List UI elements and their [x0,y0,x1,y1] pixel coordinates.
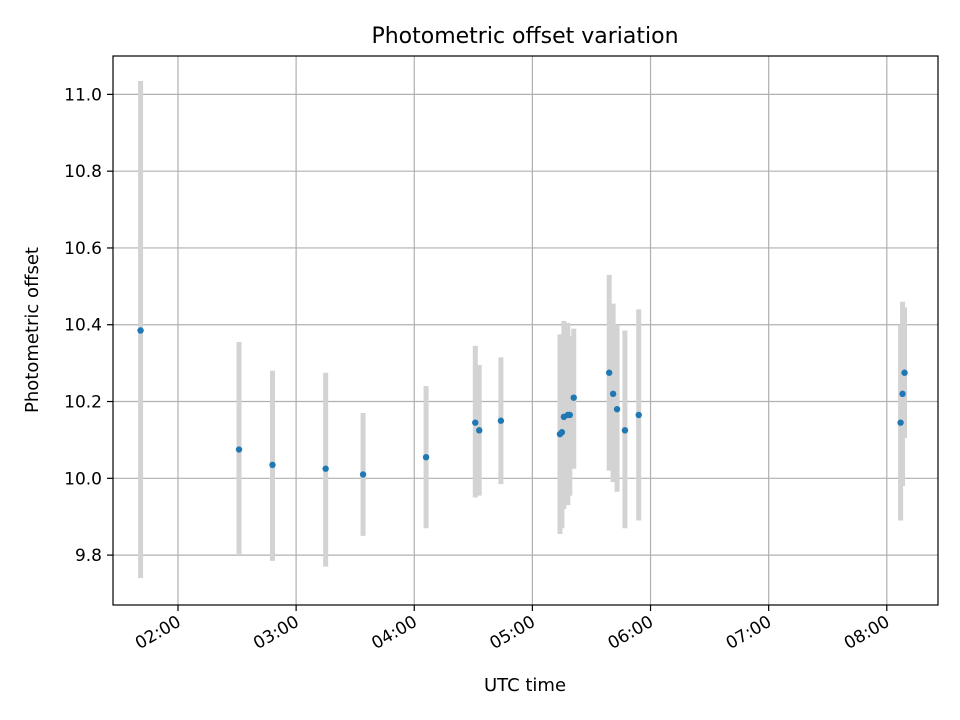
grid [113,56,938,605]
data-point [899,390,906,398]
data-point [497,417,505,424]
y-tick-label: 10.6 [64,239,102,259]
y-tick-label: 10.2 [64,393,102,413]
data-point [558,429,566,436]
data-point [609,390,617,398]
y-axis-ticks: 9.8 10.0 10.2 10.4 10.6 10.8 11.0 [64,85,113,566]
data-point [472,419,479,426]
data-point [137,327,144,334]
data-point [901,369,908,376]
data-point [269,461,276,469]
data-point [605,369,613,376]
data-point [635,411,642,419]
data-point [359,471,367,478]
y-axis-label: Photometric offset [22,247,43,413]
data-point [422,453,430,461]
data-point [235,446,243,453]
y-tick-label: 10.4 [64,316,102,336]
plot-frame [112,55,939,606]
y-tick-label: 10.8 [64,162,102,182]
data-point [897,419,904,426]
data-point [613,406,621,413]
data-point [322,465,329,472]
data-point [476,427,483,434]
y-tick-label: 9.8 [75,546,102,566]
chart-title: Photometric offset variation [371,24,678,49]
x-axis-label: UTC time [484,675,566,696]
data-point [621,427,629,434]
data-point [566,411,574,419]
y-tick-label: 10.0 [64,469,102,489]
y-tick-label: 11.0 [64,85,102,105]
data-points [137,327,908,478]
data-point [570,394,577,401]
